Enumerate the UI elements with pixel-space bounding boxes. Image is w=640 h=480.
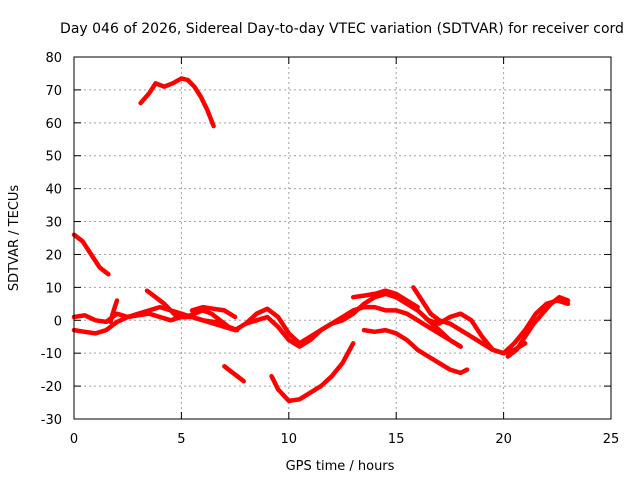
series-arc-6 xyxy=(144,288,240,333)
y-tick-labels: -30 -20 -10 0 10 20 30 40 50 60 70 80 xyxy=(41,51,62,428)
y-tick-label: -20 xyxy=(41,380,62,395)
y-tick-label: 0 xyxy=(54,314,62,329)
y-tick-label: 60 xyxy=(45,117,62,132)
series-arc-5 xyxy=(108,298,120,325)
series-arc-1 xyxy=(138,76,216,129)
plot-frame xyxy=(73,56,612,420)
y-tick-label: 10 xyxy=(45,281,62,296)
x-tick-label: 10 xyxy=(281,432,298,447)
series-arc-4 xyxy=(71,311,227,326)
y-tick-label: 30 xyxy=(45,216,62,231)
y-tick-label: -30 xyxy=(41,413,62,428)
y-tick-label: -10 xyxy=(41,347,62,362)
chart-title: Day 046 of 2026, Sidereal Day-to-day VTE… xyxy=(60,21,624,37)
series-arc-16 xyxy=(501,298,571,356)
series-arc-7 xyxy=(189,304,238,320)
x-axis-label: GPS time / hours xyxy=(286,459,395,474)
y-tick-label: 80 xyxy=(45,51,62,66)
series-arc-17 xyxy=(505,294,571,359)
tick-marks xyxy=(73,56,612,420)
series-arc-11 xyxy=(269,341,356,404)
series-arc-13 xyxy=(350,288,420,310)
grid xyxy=(74,57,611,419)
y-tick-label: 70 xyxy=(45,84,62,99)
x-tick-label: 25 xyxy=(603,432,620,447)
series-arc-15 xyxy=(426,311,506,356)
series-arc-10 xyxy=(243,291,463,349)
x-tick-labels: 0 5 10 15 20 25 xyxy=(70,432,619,447)
y-tick-label: 20 xyxy=(45,248,62,263)
y-axis-label: SDTVAR / TECUs xyxy=(7,185,22,292)
series-arc-2 xyxy=(71,232,111,277)
x-tick-label: 5 xyxy=(177,432,185,447)
series-arc-12 xyxy=(361,327,470,376)
x-tick-label: 15 xyxy=(388,432,405,447)
series-arc-9 xyxy=(232,304,463,349)
y-tick-label: 50 xyxy=(45,150,62,165)
x-tick-label: 0 xyxy=(70,432,78,447)
x-tick-label: 20 xyxy=(495,432,512,447)
series-arc-8 xyxy=(222,364,246,384)
y-tick-label: 40 xyxy=(45,183,62,198)
series-group xyxy=(71,76,571,404)
